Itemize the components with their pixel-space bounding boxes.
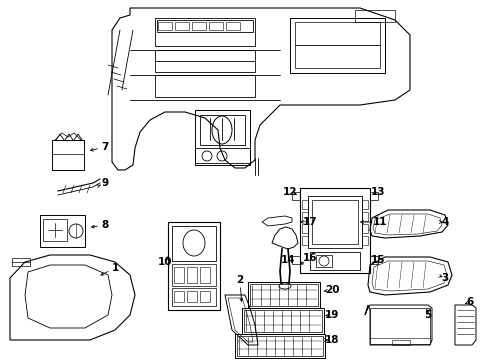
Bar — [289, 18, 384, 73]
Bar — [175, 22, 189, 30]
Bar — [247, 282, 319, 308]
Text: 3: 3 — [441, 273, 447, 283]
Bar — [291, 192, 299, 200]
Bar — [302, 236, 307, 245]
Bar — [369, 256, 377, 264]
Bar — [361, 200, 367, 209]
Bar — [291, 256, 299, 264]
Text: 17: 17 — [302, 217, 317, 227]
Bar — [391, 340, 409, 345]
Bar — [315, 255, 331, 267]
Bar — [244, 310, 321, 332]
Bar — [155, 18, 254, 46]
Bar — [302, 212, 307, 221]
Text: 7: 7 — [101, 142, 108, 152]
Bar — [208, 22, 223, 30]
Bar — [158, 22, 172, 30]
Bar — [157, 20, 252, 32]
Bar — [311, 200, 357, 244]
Bar — [225, 22, 240, 30]
Text: 12: 12 — [282, 187, 297, 197]
Text: 16: 16 — [302, 253, 317, 263]
Text: 18: 18 — [324, 335, 339, 345]
Text: 15: 15 — [370, 255, 385, 265]
Bar — [195, 110, 249, 165]
Bar — [361, 212, 367, 221]
Bar — [52, 140, 84, 170]
Bar — [192, 22, 205, 30]
Bar — [172, 226, 216, 261]
Bar — [369, 308, 429, 344]
Bar — [186, 267, 197, 283]
Bar — [309, 252, 359, 270]
Bar — [302, 200, 307, 209]
Bar — [174, 267, 183, 283]
Bar — [195, 148, 249, 163]
Bar — [302, 224, 307, 233]
Text: 13: 13 — [370, 187, 385, 197]
Text: 6: 6 — [466, 297, 473, 307]
Bar — [186, 291, 197, 302]
Bar — [361, 236, 367, 245]
Text: 19: 19 — [324, 310, 339, 320]
Bar — [172, 264, 216, 286]
Bar — [200, 291, 209, 302]
Bar — [242, 308, 324, 334]
Bar — [155, 50, 254, 72]
Text: 10: 10 — [158, 257, 172, 267]
Bar — [294, 22, 379, 68]
Bar — [43, 219, 67, 241]
Bar — [168, 222, 220, 310]
Bar — [307, 196, 361, 248]
Bar — [155, 75, 254, 97]
Text: 5: 5 — [424, 310, 431, 320]
Bar — [354, 10, 394, 22]
Bar — [249, 284, 317, 306]
Text: 20: 20 — [324, 285, 339, 295]
Text: 14: 14 — [280, 255, 295, 265]
Bar — [235, 334, 325, 358]
Bar — [369, 192, 377, 200]
Bar — [200, 267, 209, 283]
Text: 1: 1 — [111, 263, 119, 273]
Text: 11: 11 — [372, 217, 386, 227]
Text: 9: 9 — [101, 178, 108, 188]
Bar — [40, 215, 85, 247]
Text: 2: 2 — [236, 275, 243, 285]
Bar — [299, 188, 369, 273]
Bar — [237, 336, 323, 356]
Bar — [174, 291, 183, 302]
Bar — [200, 115, 244, 145]
Text: 4: 4 — [440, 217, 448, 227]
Bar — [12, 258, 30, 266]
Text: 8: 8 — [101, 220, 108, 230]
Bar — [361, 224, 367, 233]
Bar — [172, 288, 216, 306]
